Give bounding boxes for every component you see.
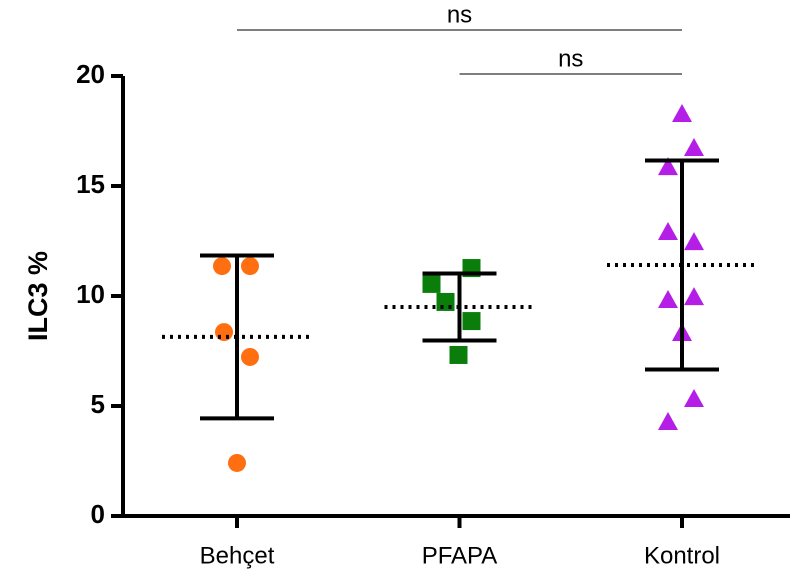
significance-label: ns	[558, 45, 583, 72]
data-point	[241, 347, 259, 366]
data-point	[658, 289, 678, 308]
data-point	[213, 257, 231, 276]
data-point	[436, 292, 455, 311]
data-point	[215, 323, 233, 342]
y-tick-label: 15	[76, 169, 105, 199]
y-tick-label: 5	[91, 389, 105, 419]
data-point	[658, 221, 678, 240]
x-tick-label: PFAPA	[422, 542, 498, 569]
x-tick-label: Kontrol	[644, 542, 720, 569]
data-point	[658, 157, 678, 176]
data-point	[684, 388, 704, 407]
y-tick-label: 10	[76, 279, 105, 309]
data-point	[241, 257, 259, 276]
data-point	[422, 274, 441, 293]
significance-label: ns	[447, 1, 472, 28]
data-point	[684, 137, 704, 156]
data-point	[684, 232, 704, 251]
data-point	[672, 104, 692, 123]
y-tick-label: 20	[76, 59, 105, 89]
data-point	[684, 287, 704, 306]
y-axis-label: ILC3 %	[23, 251, 53, 341]
data-point	[449, 345, 468, 364]
x-tick-label: Behçet	[200, 542, 275, 569]
data-point	[462, 312, 481, 331]
data-point	[228, 453, 246, 472]
data-point	[658, 412, 678, 431]
y-tick-label: 0	[91, 499, 105, 529]
